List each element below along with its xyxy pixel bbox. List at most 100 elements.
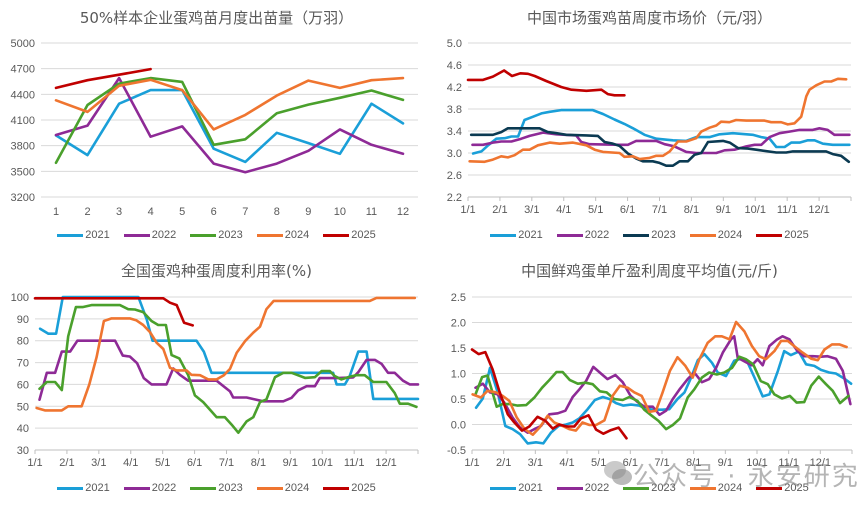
series-line-2023 xyxy=(38,303,418,434)
legend-label: 2022 xyxy=(151,482,177,494)
legend-swatch xyxy=(57,233,84,237)
x-tick-label: 10 xyxy=(334,206,346,218)
legend-swatch xyxy=(623,233,650,237)
series-line-2025 xyxy=(54,67,152,90)
legend-item-2021: 2021 xyxy=(490,482,543,494)
legend-swatch xyxy=(123,486,150,490)
x-tick-label: 12/1 xyxy=(810,457,831,469)
x-tick-label: 9 xyxy=(305,206,311,218)
x-tick-label: 3/1 xyxy=(91,457,106,469)
legend-item-2022: 2022 xyxy=(123,229,176,241)
legend-label: 2024 xyxy=(717,229,743,241)
legend-swatch xyxy=(256,486,283,490)
x-tick-label: 1/1 xyxy=(464,457,479,469)
series-line-2022 xyxy=(38,339,420,403)
chart-legend: 2021 2022 2023 2024 2025 xyxy=(433,482,866,494)
x-tick-label: 5/1 xyxy=(155,457,170,469)
legend-label: 2023 xyxy=(651,229,676,241)
x-tick-label: 3/1 xyxy=(528,457,543,469)
x-tick-label: 4/1 xyxy=(123,457,138,469)
x-tick-label: 5 xyxy=(179,206,185,218)
chart-panel-egg-profit: 中国鲜鸡蛋单斤盈利周度平均值(元/斤) -0.5 0.0 0.5 1.0 1.5 2.0 2… xyxy=(433,253,866,506)
y-tick-label: 4400 xyxy=(11,89,35,101)
legend-item-2022: 2022 xyxy=(123,482,177,494)
legend-item-2023: 2023 xyxy=(190,482,243,494)
x-tick-label: 11/1 xyxy=(344,457,365,469)
watermark: 公众号 · 永安研究 xyxy=(633,462,860,492)
x-tick-label: 7 xyxy=(242,206,248,218)
legend-swatch xyxy=(490,233,517,237)
series-line-2025 xyxy=(466,69,626,97)
legend-swatch xyxy=(689,486,716,490)
legend-label: 2024 xyxy=(717,482,743,494)
legend-label: 2023 xyxy=(651,482,676,494)
x-tick-label: 4 xyxy=(148,206,154,218)
x-tick-label: 5/1 xyxy=(591,457,606,469)
y-tick-label: 70 xyxy=(17,358,29,370)
y-tick-label: 0.5 xyxy=(451,394,466,406)
legend-label: 2023 xyxy=(218,229,243,241)
legend-label: 2025 xyxy=(351,482,376,494)
chart-title: 50%样本企业蛋鸡苗月度出苗量（万羽） xyxy=(79,9,354,27)
legend-swatch xyxy=(190,486,217,490)
x-tick-label: 10/1 xyxy=(312,457,333,469)
x-tick-label: 10/1 xyxy=(745,204,766,216)
legend-item-2024: 2024 xyxy=(689,229,743,241)
x-tick-label: 12/1 xyxy=(808,204,829,216)
chart-panel-chick-output: 50%样本企业蛋鸡苗月度出苗量（万羽） 3200 3500 3800 4100 4400… xyxy=(0,0,433,253)
x-tick-label: 8/1 xyxy=(684,204,699,216)
y-tick-label: 80 xyxy=(17,336,29,348)
x-tick-label: 11 xyxy=(366,206,377,218)
y-tick-label: 100 xyxy=(11,292,29,304)
y-tick-label: 4.6 xyxy=(447,60,462,72)
x-tick-label: 8/1 xyxy=(686,457,701,469)
x-tick-label: 6 xyxy=(211,206,217,218)
x-tick-label: 11/1 xyxy=(778,457,799,469)
chart-legend: 2021 2022 2023 2024 2025 xyxy=(0,482,433,494)
legend-label: 2023 xyxy=(218,482,243,494)
x-tick-label: 7/1 xyxy=(219,457,234,469)
y-tick-label: 40 xyxy=(17,423,29,435)
chart-title: 中国市场蛋鸡苗周度市场价（元/羽） xyxy=(526,9,773,27)
chart-svg: -0.5 0.0 0.5 1.0 1.5 2.0 2.5 1/1 2/1 3/1 4/1 5/1 6/1… xyxy=(447,292,853,469)
y-tick-label: -0.5 xyxy=(447,445,466,457)
y-tick-label: 1.5 xyxy=(451,343,466,355)
x-tick-label: 6/1 xyxy=(187,457,202,469)
legend-label: 2021 xyxy=(85,229,110,241)
y-tick-label: 3800 xyxy=(11,141,35,153)
y-tick-label: 50 xyxy=(17,401,29,413)
y-tick-label: 30 xyxy=(17,445,29,457)
x-tick-label: 2/1 xyxy=(59,457,74,469)
x-tick-label: 3/1 xyxy=(524,204,539,216)
x-tick-label: 1/1 xyxy=(460,204,475,216)
legend-swatch xyxy=(490,486,517,490)
series-line-2025 xyxy=(470,348,628,440)
y-tick-label: 4.2 xyxy=(447,82,462,94)
x-tick-label: 12 xyxy=(397,206,409,218)
series-line-2023 xyxy=(474,355,850,431)
y-tick-label: 2.0 xyxy=(451,318,466,330)
legend-item-2024: 2024 xyxy=(689,482,743,494)
y-tick-label: 1.0 xyxy=(451,369,466,381)
y-tick-label: 60 xyxy=(17,379,29,391)
y-tick-label: 0.0 xyxy=(451,420,466,432)
legend-item-2025: 2025 xyxy=(756,229,809,241)
legend-swatch xyxy=(689,233,716,237)
legend-label: 2021 xyxy=(518,482,543,494)
legend-label: 2024 xyxy=(284,482,310,494)
x-tick-label: 9/1 xyxy=(283,457,298,469)
y-tick-label: 3.4 xyxy=(447,126,462,138)
x-tick-label: 3 xyxy=(116,206,122,218)
legend-item-2023: 2023 xyxy=(623,229,676,241)
legend-label: 2024 xyxy=(284,229,310,241)
chart-title: 全国蛋鸡种蛋周度利用率(%) xyxy=(121,262,312,280)
x-tick-label: 4/1 xyxy=(559,457,574,469)
y-tick-label: 3.0 xyxy=(447,148,462,160)
legend-swatch xyxy=(756,233,783,237)
x-tick-label: 6/1 xyxy=(620,204,635,216)
y-tick-label: 4100 xyxy=(11,115,35,127)
legend-item-2025: 2025 xyxy=(756,482,809,494)
series-line-2024 xyxy=(471,320,848,436)
x-tick-label: 1 xyxy=(53,206,59,218)
